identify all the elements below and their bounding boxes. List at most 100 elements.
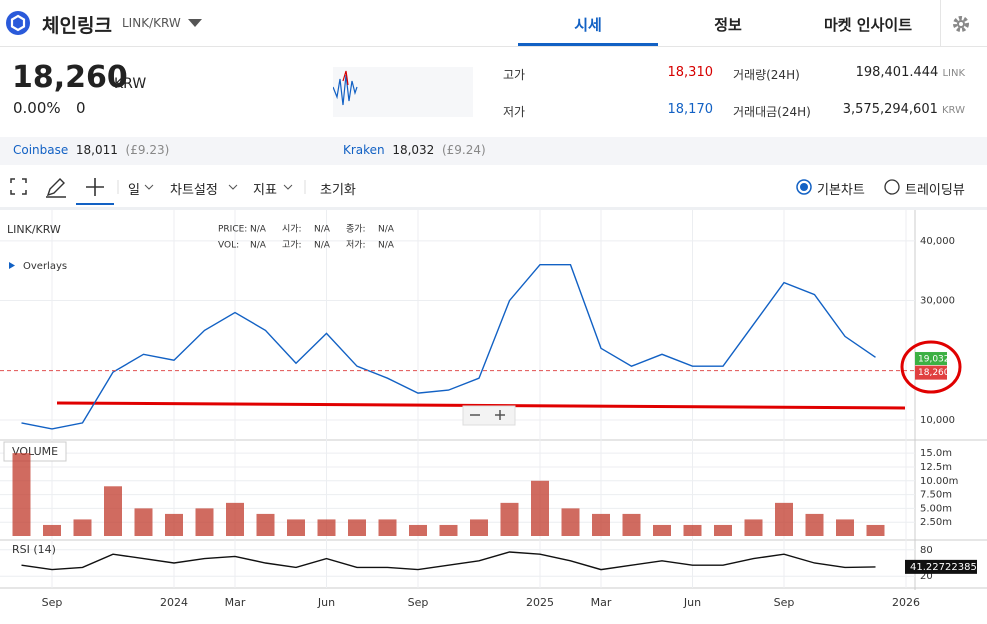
x-tick-label: Sep — [408, 596, 429, 609]
y-tick-label: 12.5m — [920, 462, 952, 473]
volume-bar — [104, 486, 122, 536]
volume-bar — [714, 524, 732, 536]
info-label: 저가: — [346, 240, 366, 251]
current-price: 18,260 — [12, 60, 128, 95]
radio-checked[interactable] — [796, 179, 812, 195]
info-value: N/A — [314, 225, 331, 235]
exchange-row — [0, 137, 987, 165]
volume-bar — [409, 524, 427, 536]
divider — [940, 0, 941, 46]
low-label: 저가 — [503, 105, 526, 119]
x-tick-label: 2024 — [160, 596, 188, 609]
volume-bar — [256, 513, 275, 536]
toolbar-icons — [10, 178, 306, 205]
x-tick-label: Sep — [774, 596, 795, 609]
volume-bar — [134, 508, 153, 536]
volume-bar — [836, 519, 854, 536]
y-tick-label: 20 — [920, 571, 933, 582]
highlight-circle — [900, 340, 962, 394]
volume-bar — [470, 519, 488, 536]
x-tick-label: Mar — [591, 596, 612, 609]
volume-bar — [226, 502, 244, 536]
pane-title: RSI (14) — [12, 543, 56, 556]
volume-bar — [165, 513, 183, 536]
y-tick-label: 7.50m — [920, 490, 952, 501]
chart: Overlays LINK/KRW 10,000 30,000 40,000 PRICE… — [0, 210, 987, 624]
draw-icon[interactable] — [46, 178, 66, 198]
header — [0, 0, 987, 47]
interval-menu[interactable]: 일 — [128, 183, 140, 198]
y-tick-label: 40,000 — [920, 236, 955, 247]
volume-label: 거래량(24H) — [733, 68, 800, 82]
grid — [0, 210, 915, 588]
volume-value: 198,401.444 — [855, 65, 939, 80]
zoom-controls — [462, 405, 516, 426]
mode-option[interactable]: 기본차트 — [817, 183, 865, 198]
value-24h: 3,575,294,601 KRW — [820, 102, 965, 117]
tab[interactable]: 시세 — [574, 16, 602, 34]
change-rate: 0.00% — [13, 99, 61, 117]
volume-bar — [348, 519, 366, 536]
exchange: Coinbase 18,011 (£9.23) — [13, 143, 169, 157]
crosshair-icon[interactable] — [86, 178, 104, 196]
volume-bar — [43, 524, 61, 536]
volume-bar — [622, 513, 641, 536]
y-tick-label: 10,000 — [920, 415, 955, 426]
overlays-toggle[interactable]: Overlays — [23, 261, 67, 272]
volume-bar — [378, 519, 397, 536]
coin-logo — [6, 11, 30, 35]
ma-label: 19,032 — [918, 355, 950, 365]
x-tick-label: 2026 — [892, 596, 920, 609]
info-value: N/A — [250, 225, 267, 235]
coin-pair: LINK/KRW — [122, 16, 181, 30]
dropdown-arrow[interactable] — [188, 18, 202, 28]
y-tick-label: 30,000 — [920, 296, 955, 307]
separator — [0, 207, 987, 210]
info-value: N/A — [250, 241, 267, 251]
volume-bar — [683, 524, 702, 536]
low-price: 18,170 — [667, 102, 714, 117]
volume-bar — [531, 480, 549, 536]
radio[interactable] — [884, 179, 900, 195]
settings-icon[interactable] — [951, 14, 971, 34]
info-label: 시가: — [282, 224, 302, 235]
info-label: VOL: — [218, 241, 239, 251]
y-tick-label: 5.00m — [920, 503, 952, 514]
last-value-box — [905, 559, 977, 574]
volume-bar — [317, 519, 336, 536]
series-line — [21, 551, 876, 571]
exchange-price: 18,011 — [75, 143, 118, 157]
change-amount: 0 — [76, 99, 86, 117]
fullscreen-icon[interactable] — [10, 178, 27, 195]
volume-bar — [592, 513, 610, 536]
mini-chart — [333, 67, 473, 117]
value-unit: KRW — [942, 105, 965, 116]
coin-name: 체인링크 — [42, 15, 112, 37]
volume-bar — [866, 524, 885, 536]
volume-bar — [744, 519, 763, 536]
pane-title: LINK/KRW — [7, 223, 61, 236]
reset[interactable]: 초기화 — [320, 183, 356, 198]
mode-option[interactable]: 트레이딩뷰 — [905, 183, 965, 198]
tab[interactable]: 정보 — [714, 16, 742, 34]
tab[interactable]: 마켓 인사이트 — [823, 16, 913, 34]
chevrons — [144, 184, 293, 190]
volume-bar — [500, 502, 519, 536]
volume-24h: 198,401.444 LINK — [820, 65, 965, 80]
value-label: 거래대금(24H) — [733, 105, 811, 119]
indicators[interactable]: 지표 — [253, 183, 277, 198]
volume-bar — [805, 513, 824, 536]
high-label: 고가 — [503, 68, 526, 82]
x-tick-label: Jun — [683, 596, 701, 609]
current-price-box — [915, 365, 947, 380]
volume-bar — [653, 524, 671, 536]
high-price: 18,310 — [667, 65, 714, 80]
chart-settings[interactable]: 차트설정 — [170, 183, 218, 198]
x-tick-label: Mar — [225, 596, 246, 609]
ma-box — [915, 352, 947, 366]
series-line — [21, 264, 876, 430]
y-tick-label: 2.50m — [920, 517, 952, 528]
overlays-arrow[interactable] — [9, 262, 15, 269]
